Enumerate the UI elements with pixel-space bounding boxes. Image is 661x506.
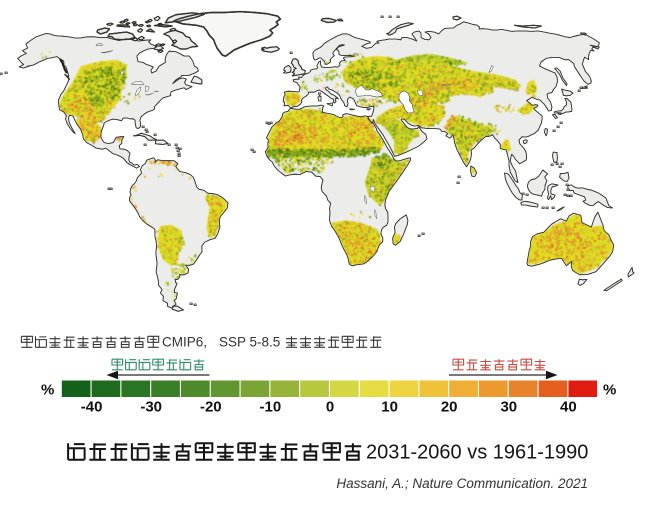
svg-text:40: 40 — [560, 399, 577, 416]
svg-text:2031-2060 vs 1961-1990: 2031-2060 vs 1961-1990 — [366, 442, 588, 464]
svg-text:CMIP6,: CMIP6, — [162, 335, 207, 350]
svg-text:30: 30 — [500, 399, 517, 416]
svg-text:-30: -30 — [140, 399, 162, 416]
svg-text:%: % — [603, 382, 616, 399]
svg-text:Hassani, A.; Nature Communicat: Hassani, A.; Nature Communication. 2021 — [336, 476, 588, 491]
svg-text:10: 10 — [381, 399, 398, 416]
svg-text:SSP 5-8.5: SSP 5-8.5 — [219, 335, 280, 350]
svg-text:-20: -20 — [200, 399, 222, 416]
svg-text:0: 0 — [326, 399, 334, 416]
svg-text:-10: -10 — [260, 399, 282, 416]
svg-text:-40: -40 — [81, 399, 103, 416]
svg-text:%: % — [41, 382, 54, 399]
svg-text:20: 20 — [441, 399, 458, 416]
